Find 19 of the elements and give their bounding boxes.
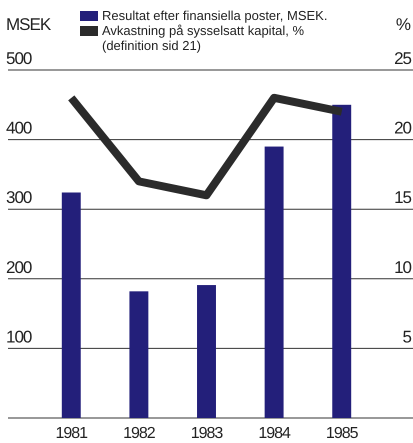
x-tick-label: 1981 — [55, 425, 88, 442]
y2-tick-label: 10 — [394, 258, 412, 277]
y2-axis-title: % — [396, 15, 411, 34]
legend-label: Resultat efter finansiella poster, MSEK. — [102, 8, 328, 23]
y2-tick-label: 20 — [394, 118, 412, 138]
legend-label: Avkastning på sysselsatt kapital, % (definition sid 21) — [102, 23, 305, 53]
y-tick-label: 200 — [6, 258, 32, 277]
y-tick-label: 300 — [6, 188, 32, 208]
x-tick-label: 1985 — [326, 425, 359, 442]
y-tick-label: 100 — [6, 327, 32, 346]
y-tick-label: 500 — [6, 49, 32, 68]
x-tick-label: 1982 — [123, 425, 156, 442]
y2-tick-label: 25 — [394, 49, 412, 68]
y2-tick-label: 15 — [394, 188, 412, 208]
y-axis-title: MSEK — [6, 15, 52, 34]
y2-tick-label: 5 — [402, 327, 412, 346]
y-tick-label: 400 — [6, 118, 32, 138]
x-tick-label: 1984 — [258, 425, 292, 442]
x-tick-label: 1983 — [190, 425, 224, 442]
